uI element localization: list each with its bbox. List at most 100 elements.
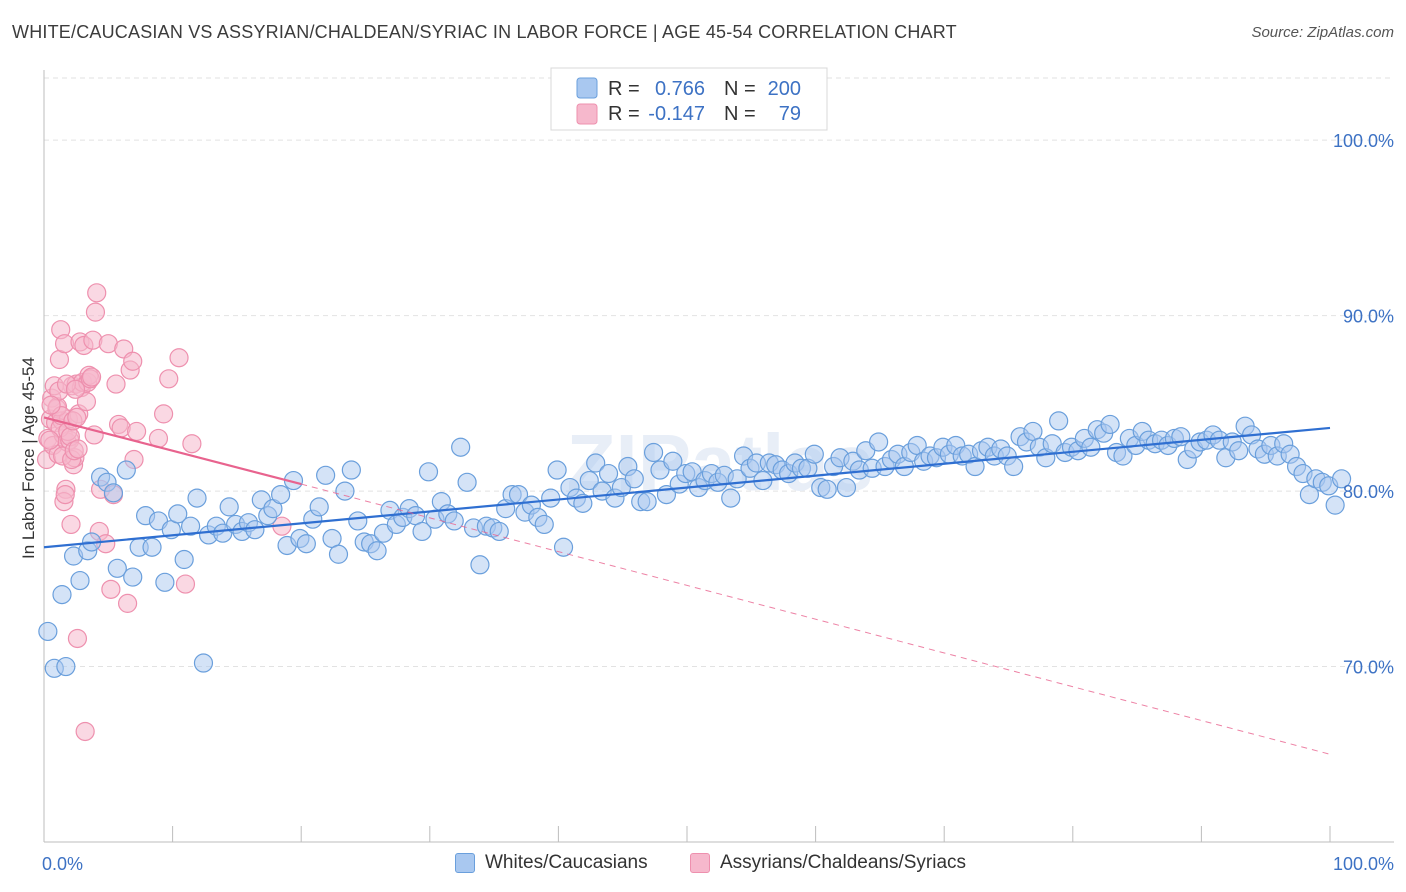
source-label: Source: ZipAtlas.com: [1251, 24, 1394, 41]
pink-point-74: [65, 379, 86, 399]
blue-point-97: [663, 451, 683, 471]
x-tick-label-min: 0.0%: [42, 854, 83, 874]
blue-point-77: [534, 514, 554, 535]
grid-lines: [44, 77, 1394, 668]
pink-trend-line: [43, 416, 302, 486]
blue-point-23: [187, 488, 207, 508]
blue-point-36: [271, 485, 291, 505]
stats-legend: R = 0.766 N = 200 R = -0.147 N = 79: [550, 67, 828, 131]
y-tick-label-90: 90.0%: [1343, 307, 1394, 327]
blue-point-28: [219, 497, 239, 517]
x-tick-label-max: 100.0%: [1333, 854, 1394, 874]
blue-point-121: [817, 479, 837, 499]
blue-point-10: [103, 483, 124, 503]
blue-point-64: [451, 437, 471, 457]
blue-point-79: [547, 460, 567, 480]
blue-trend-line: [43, 426, 1331, 549]
blue-point-185: [1229, 441, 1249, 461]
legend-swatch-assyrians: [690, 853, 710, 873]
pink-point-30: [76, 392, 97, 412]
blue-point-22: [181, 516, 201, 536]
pink-point-57: [169, 348, 189, 368]
y-tick-label-70: 70.0%: [1343, 658, 1394, 678]
pink-point-18: [61, 514, 81, 535]
legend-n-value-2: 79: [779, 103, 801, 125]
blue-point-106: [721, 488, 741, 508]
blue-point-201: [1331, 469, 1352, 489]
legend-item-assyrians: Assyrians/Chaldeans/Syriacs: [690, 852, 966, 874]
bottom-legend: Whites/Caucasians Assyrians/Chaldeans/Sy…: [0, 852, 1406, 878]
legend-label-whites: Whites/Caucasians: [485, 852, 648, 873]
blue-point-11: [107, 558, 127, 578]
blue-point-85: [586, 453, 606, 473]
blue-point-42: [309, 497, 329, 517]
blue-point-2: [52, 585, 72, 605]
pink-point-77: [40, 430, 60, 450]
blue-point-3: [56, 656, 76, 677]
pink-point-53: [126, 421, 147, 442]
blue-point-18: [155, 572, 175, 592]
legend-swatch-whites: [455, 853, 475, 873]
pink-point-58: [175, 574, 196, 594]
blue-point-119: [804, 444, 824, 464]
pink-point-29: [75, 721, 95, 742]
blue-point-51: [367, 541, 387, 561]
trend-lines: [43, 416, 1331, 755]
pink-point-49: [117, 593, 138, 613]
legend-r-label-1: R =: [608, 78, 640, 100]
pink-point-38: [87, 283, 107, 303]
blue-point-150: [1004, 456, 1024, 477]
legend-swatch-blue: [576, 77, 598, 99]
pink-point-45: [106, 374, 126, 394]
pink-point-51: [123, 351, 143, 371]
pink-trend-extension: [301, 483, 1331, 755]
y-tick-labels: 70.0% 80.0% 90.0% 100.0%: [1333, 131, 1394, 677]
pink-series-points: [36, 283, 292, 742]
legend-swatch-pink: [576, 103, 598, 125]
blue-point-91: [624, 469, 644, 489]
legend-label-assyrians: Assyrians/Chaldeans/Syriacs: [720, 852, 967, 873]
legend-item-whites: Whites/Caucasians: [455, 852, 648, 874]
blue-point-93: [637, 492, 657, 512]
blue-series-points: [38, 411, 1352, 678]
pink-point-43: [101, 579, 121, 599]
blue-point-162: [1081, 437, 1101, 457]
legend-r-value-1: 0.766: [655, 78, 705, 100]
blue-point-58: [412, 521, 432, 542]
blue-point-21: [174, 549, 194, 570]
blue-point-200: [1325, 495, 1345, 515]
pink-point-76: [68, 439, 88, 459]
blue-point-124: [836, 477, 857, 498]
blue-point-0: [38, 621, 58, 642]
blue-point-65: [457, 472, 477, 492]
blue-point-87: [598, 463, 619, 484]
blue-point-43: [316, 465, 336, 485]
blue-point-70: [489, 521, 509, 542]
pink-point-78: [41, 395, 61, 415]
blue-point-48: [348, 511, 368, 531]
blue-point-84: [579, 470, 599, 491]
blue-point-12: [116, 460, 136, 480]
legend-n-value-1: 200: [768, 78, 801, 100]
legend-r-label-2: R =: [608, 103, 640, 125]
y-axis-title: In Labor Force | Age 45-54: [19, 357, 38, 559]
blue-point-47: [341, 460, 361, 480]
blue-point-94: [643, 442, 664, 463]
chart-title: WHITE/CAUCASIAN VS ASSYRIAN/CHALDEAN/SYR…: [12, 22, 957, 42]
pink-point-34: [81, 367, 102, 387]
blue-point-24: [193, 653, 214, 673]
y-tick-label-80: 80.0%: [1343, 482, 1394, 502]
legend-r-value-2: -0.147: [648, 103, 705, 125]
pink-point-59: [182, 434, 202, 454]
blue-point-46: [335, 481, 355, 501]
pink-point-23: [67, 628, 88, 649]
blue-point-59: [418, 462, 439, 482]
legend-n-label-2: N =: [724, 103, 756, 125]
blue-point-40: [296, 534, 316, 554]
blue-point-78: [541, 488, 561, 508]
pink-point-55: [153, 404, 174, 424]
blue-point-13: [123, 567, 143, 587]
blue-point-32: [245, 520, 265, 540]
blue-point-5: [70, 570, 90, 591]
